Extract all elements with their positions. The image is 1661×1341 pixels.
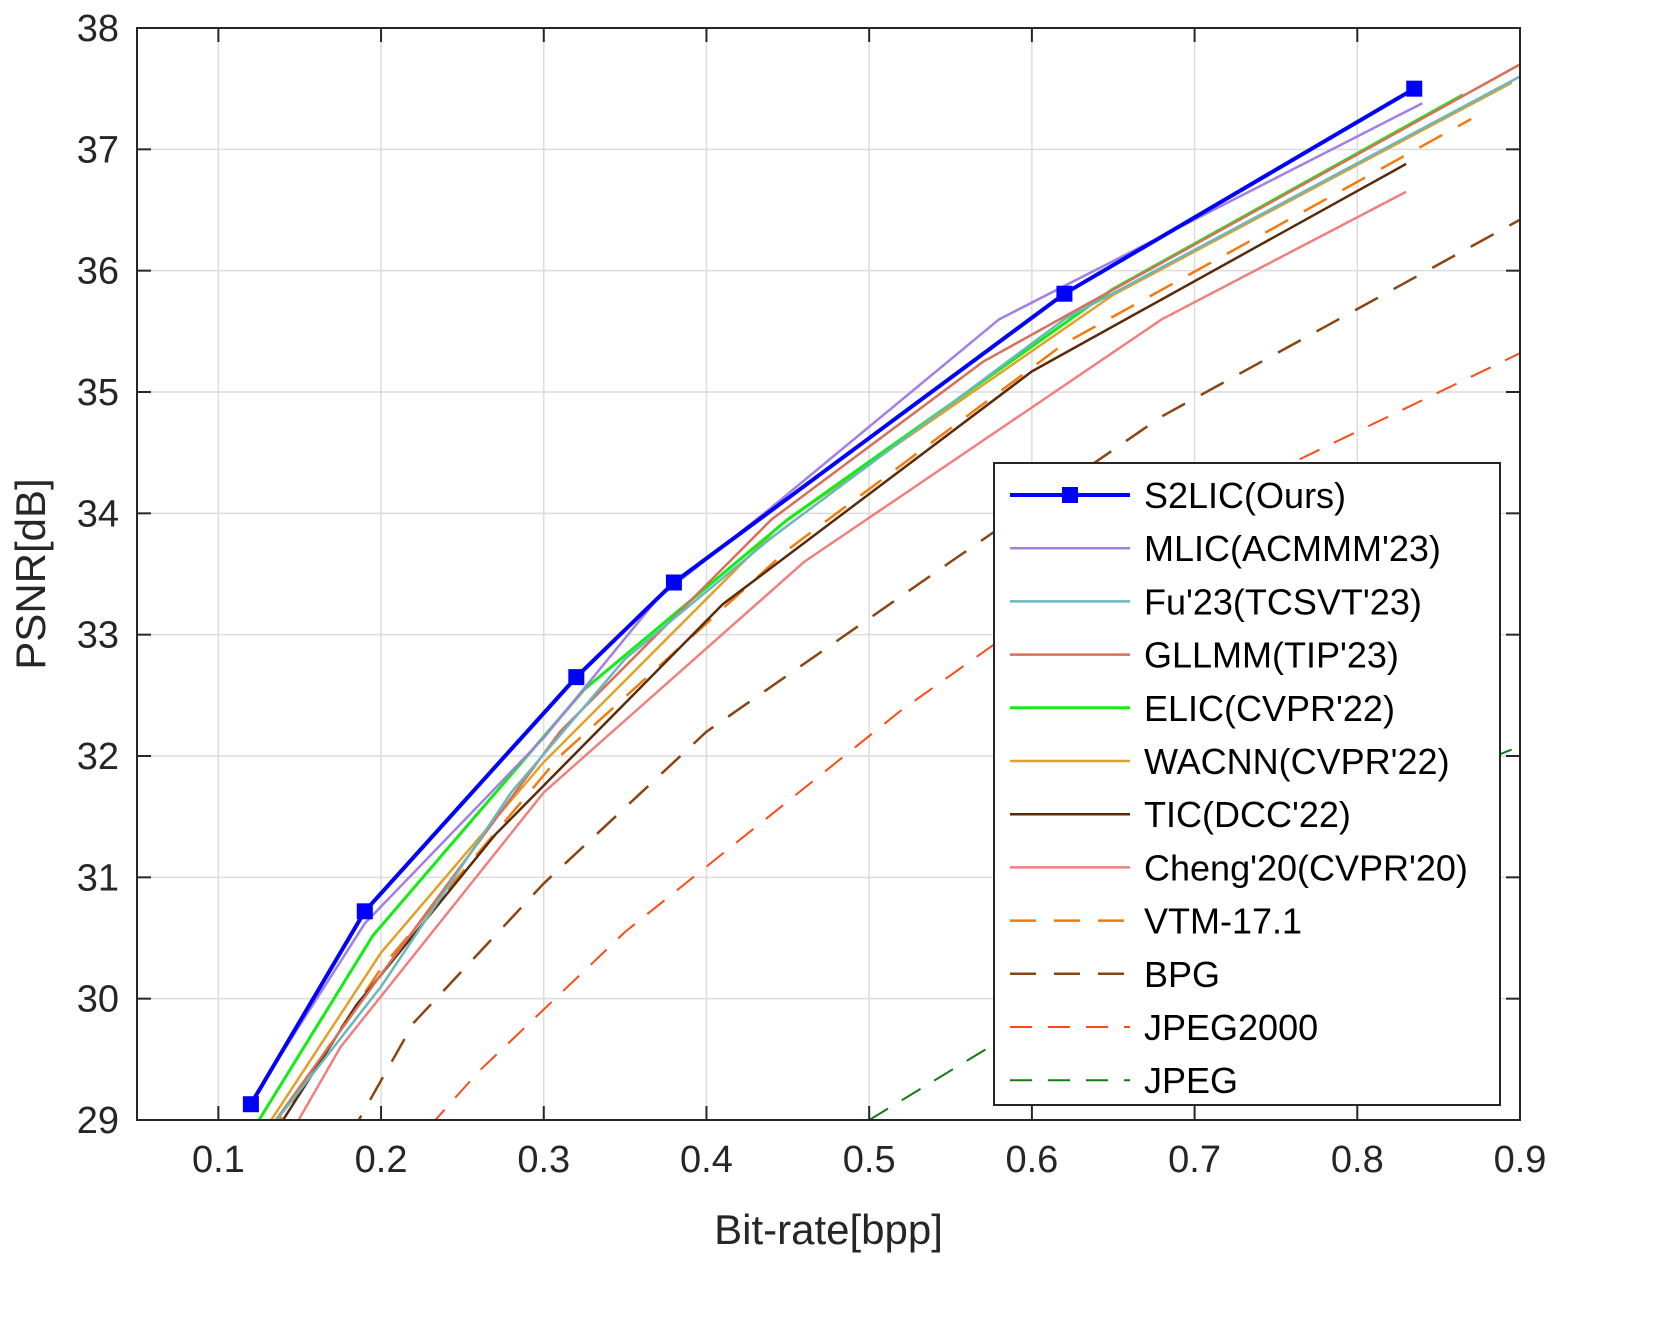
data-point-s2lic-ours [1056, 285, 1073, 302]
legend-label: JPEG2000 [1144, 1007, 1318, 1048]
series-line-s2lic-ours [249, 86, 1416, 1106]
legend-label: JPEG [1144, 1060, 1238, 1101]
x-tick-label: 0.7 [1168, 1139, 1221, 1181]
x-tick-label: 0.6 [1005, 1139, 1058, 1181]
x-tick-label: 0.5 [843, 1139, 896, 1181]
legend-items: S2LIC(Ours) MLIC(ACMMM'23) Fu'23(TCSVT'23)… [1010, 475, 1468, 1101]
y-tick-label: 37 [77, 129, 119, 171]
legend-label: GLLMM(TIP'23) [1144, 635, 1399, 676]
y-tick-label: 33 [77, 615, 119, 657]
y-tick-label: 30 [77, 979, 119, 1021]
legend-label: VTM-17.1 [1144, 901, 1302, 942]
x-tick-label: 0.8 [1331, 1139, 1384, 1181]
series-line-cheng-20-cvpr-20 [297, 190, 1407, 1120]
x-tick-label: 0.4 [680, 1139, 733, 1181]
y-tick-label: 32 [77, 736, 119, 778]
legend-label: S2LIC(Ours) [1144, 475, 1346, 516]
y-tick-label: 29 [77, 1100, 119, 1142]
data-point-s2lic-ours [356, 903, 373, 920]
x-tick-label: 0.2 [355, 1139, 408, 1181]
y-tick-label: 38 [77, 8, 119, 50]
legend: S2LIC(Ours) MLIC(ACMMM'23) Fu'23(TCSVT'23)… [993, 462, 1501, 1106]
legend-box [993, 462, 1501, 1106]
x-tick-label: 0.1 [192, 1139, 245, 1181]
y-tick-label: 35 [77, 372, 119, 414]
y-axis-title: PSNR[dB] [7, 478, 54, 669]
legend-label: WACNN(CVPR'22) [1144, 741, 1450, 782]
x-axis-title: Bit-rate[bpp] [714, 1206, 943, 1253]
legend-label: BPG [1144, 954, 1220, 995]
data-point-s2lic-ours [1406, 80, 1423, 97]
axis-ticks [137, 27, 1521, 1121]
x-tick-label: 0.9 [1494, 1139, 1547, 1181]
plot-frame [136, 27, 1521, 1121]
series-line-bpg [357, 218, 1520, 1120]
legend-label: Fu'23(TCSVT'23) [1144, 581, 1422, 622]
series-line-wacnn-cvpr-22 [269, 81, 1513, 1120]
series-line-fu-23-tcsvt-23 [275, 75, 1520, 1120]
tick-labels: 0.1 0.2 0.3 0.4 0.5 0.6 0.7 0.8 0.9 29 30 31 32 33 34 3… [77, 8, 1547, 1181]
y-tick-label: 34 [77, 493, 119, 535]
legend-label: ELIC(CVPR'22) [1144, 688, 1395, 729]
data-point-s2lic-ours [568, 669, 585, 686]
legend-marker [1062, 487, 1078, 503]
data-point-s2lic-ours [242, 1096, 259, 1113]
series-lines [242, 63, 1520, 1120]
y-tick-label: 36 [77, 251, 119, 293]
legend-label: Cheng'20(CVPR'20) [1144, 847, 1468, 888]
data-point-s2lic-ours [665, 574, 682, 591]
x-tick-label: 0.3 [517, 1139, 570, 1181]
legend-label: MLIC(ACMMM'23) [1144, 528, 1441, 569]
legend-label: TIC(DCC'22) [1144, 794, 1351, 835]
y-tick-label: 31 [77, 857, 119, 899]
